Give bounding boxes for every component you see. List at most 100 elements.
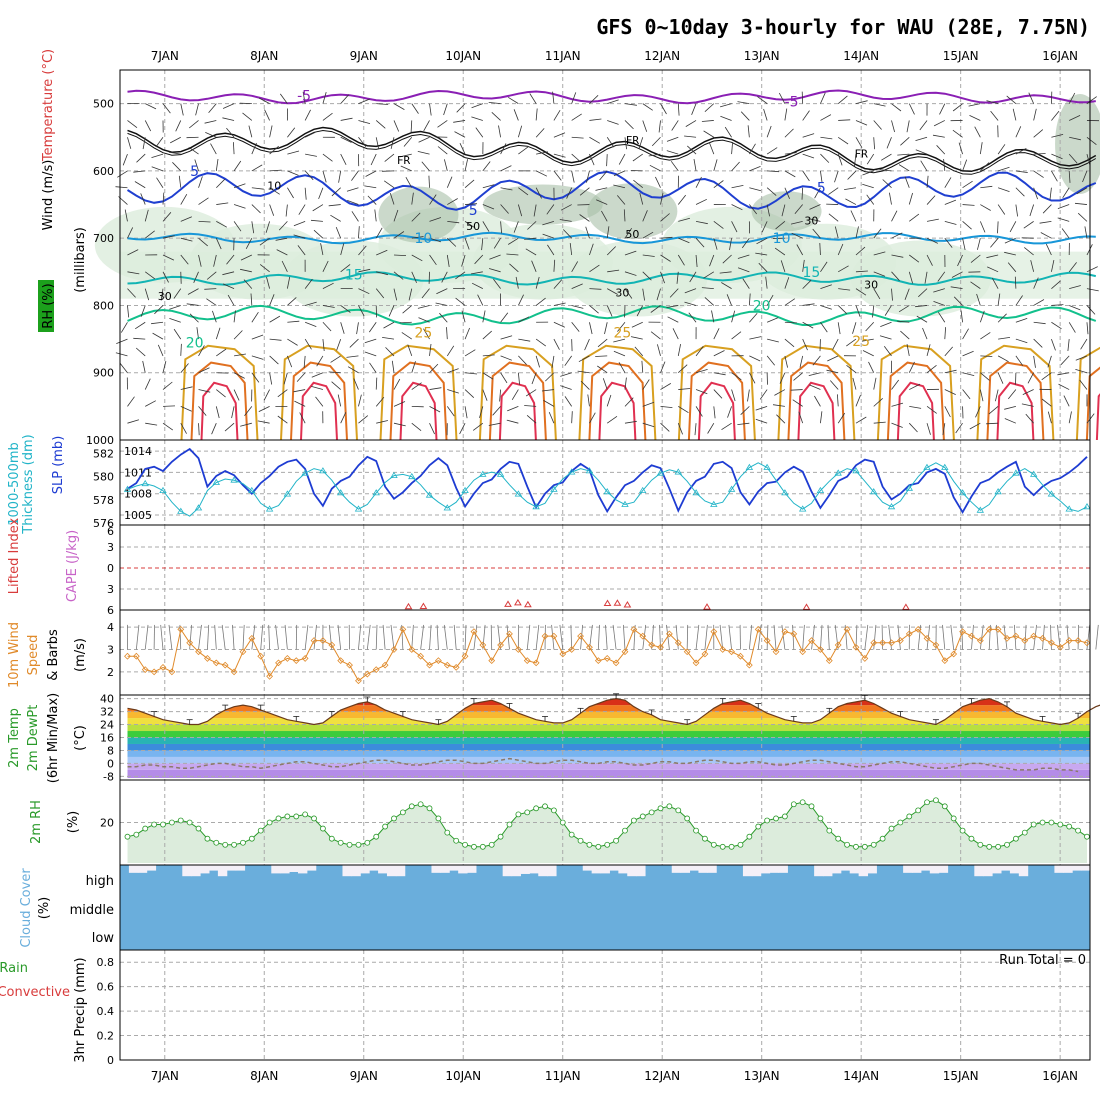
wind-barb bbox=[156, 177, 164, 188]
wind-barb bbox=[375, 227, 383, 239]
temperature-band bbox=[127, 731, 1090, 738]
wind-speed-point bbox=[355, 677, 362, 685]
surface-wind-barb bbox=[232, 624, 235, 650]
wind-barb bbox=[443, 103, 448, 116]
wind-barb bbox=[204, 288, 217, 290]
wind-barb bbox=[767, 338, 779, 343]
isotherm-label: -5 bbox=[785, 95, 799, 111]
wind-barb bbox=[873, 421, 886, 424]
wind-barb bbox=[287, 187, 294, 199]
wind-barb bbox=[778, 92, 786, 104]
wind-barb bbox=[263, 389, 270, 401]
wind-barb bbox=[926, 218, 939, 222]
wind-barb bbox=[969, 422, 981, 430]
temperature-band bbox=[127, 763, 1090, 770]
wind-barb bbox=[900, 136, 910, 146]
isotherm-label: 5 bbox=[190, 164, 199, 180]
wind-barb bbox=[606, 226, 610, 239]
wind-barb bbox=[287, 320, 300, 323]
thickness-point bbox=[248, 486, 256, 494]
rh-point bbox=[835, 835, 842, 842]
wind-barb bbox=[713, 406, 716, 419]
isotherm-line bbox=[389, 361, 448, 441]
wind-barb bbox=[737, 267, 750, 273]
rh-point bbox=[364, 839, 371, 846]
wind-barb bbox=[897, 320, 910, 323]
wind-barb bbox=[865, 321, 875, 332]
rh-point bbox=[746, 833, 753, 840]
high-cloud-gap bbox=[636, 865, 646, 877]
wind-barb bbox=[541, 389, 554, 392]
wind-barb bbox=[533, 204, 537, 217]
thickness-point bbox=[301, 469, 309, 476]
wind-barb bbox=[464, 159, 468, 171]
wind-barb bbox=[607, 120, 619, 125]
temperature-axis-label-3: (6hr Min/Max) bbox=[46, 693, 61, 783]
wind-barb bbox=[784, 108, 788, 121]
isotherm-line bbox=[697, 381, 736, 441]
wind-speed-point bbox=[266, 672, 274, 680]
wind-barb bbox=[713, 159, 718, 172]
wind-barb bbox=[660, 422, 670, 432]
wind-speed-point bbox=[195, 648, 202, 656]
wind-barb bbox=[883, 346, 892, 357]
wind-barb bbox=[423, 328, 430, 340]
cape-point bbox=[524, 600, 532, 608]
wind-barb bbox=[411, 103, 419, 114]
wind-barb bbox=[837, 394, 839, 407]
high-cloud-gap bbox=[814, 865, 824, 877]
wind-barb bbox=[435, 302, 448, 306]
wind-barb bbox=[375, 377, 378, 390]
slp-tick-label: 1014 bbox=[124, 445, 152, 458]
wind-barb bbox=[624, 420, 637, 424]
surface-wind-barb bbox=[781, 624, 786, 650]
wind-barb bbox=[340, 136, 352, 143]
high-cloud-gap bbox=[627, 865, 637, 877]
wind-barb bbox=[731, 389, 736, 402]
wind-barb bbox=[162, 212, 172, 222]
wind-barb bbox=[980, 372, 990, 381]
wind-barb bbox=[926, 175, 929, 188]
high-cloud-gap bbox=[289, 865, 299, 872]
wind-barb bbox=[695, 220, 708, 225]
rh-point bbox=[586, 841, 593, 848]
wind-barb bbox=[560, 372, 572, 377]
thickness-point bbox=[408, 472, 416, 480]
wind-barb bbox=[585, 226, 590, 239]
wind-barb bbox=[731, 331, 742, 340]
wind-barb bbox=[529, 93, 537, 104]
temperature-band bbox=[127, 698, 1090, 706]
wind-speed-point bbox=[710, 628, 718, 636]
wind-barb bbox=[524, 237, 537, 240]
wind-barb bbox=[793, 372, 803, 381]
wind-barb bbox=[749, 143, 756, 155]
wind-barb bbox=[560, 385, 572, 390]
wind-speed-point bbox=[301, 655, 309, 662]
wind-barb bbox=[331, 187, 341, 197]
wind-axis-label-2: Speed bbox=[26, 635, 41, 676]
wind-barb bbox=[198, 197, 209, 205]
wind-barb bbox=[305, 321, 317, 327]
wind-barb bbox=[1051, 260, 1055, 272]
wind-barb bbox=[259, 237, 270, 246]
wind-speed-point bbox=[417, 652, 425, 660]
wind-barb bbox=[471, 116, 483, 121]
wind-barb bbox=[180, 216, 192, 222]
wind-barb bbox=[846, 364, 857, 374]
wind-barb bbox=[172, 162, 182, 172]
wind-speed-point bbox=[248, 634, 256, 642]
wind-barb bbox=[866, 194, 875, 205]
wind-speed-point bbox=[1021, 637, 1029, 644]
wind-barb bbox=[368, 322, 377, 333]
rh-label: 50 bbox=[625, 228, 639, 241]
surface-wind-barb bbox=[429, 624, 432, 650]
wind-barb bbox=[908, 422, 918, 433]
wind-barb bbox=[248, 125, 253, 138]
wind-barb bbox=[517, 204, 523, 217]
rh-point bbox=[488, 841, 495, 848]
cloud-level-label: low bbox=[92, 931, 115, 946]
wind-barb bbox=[194, 159, 199, 172]
